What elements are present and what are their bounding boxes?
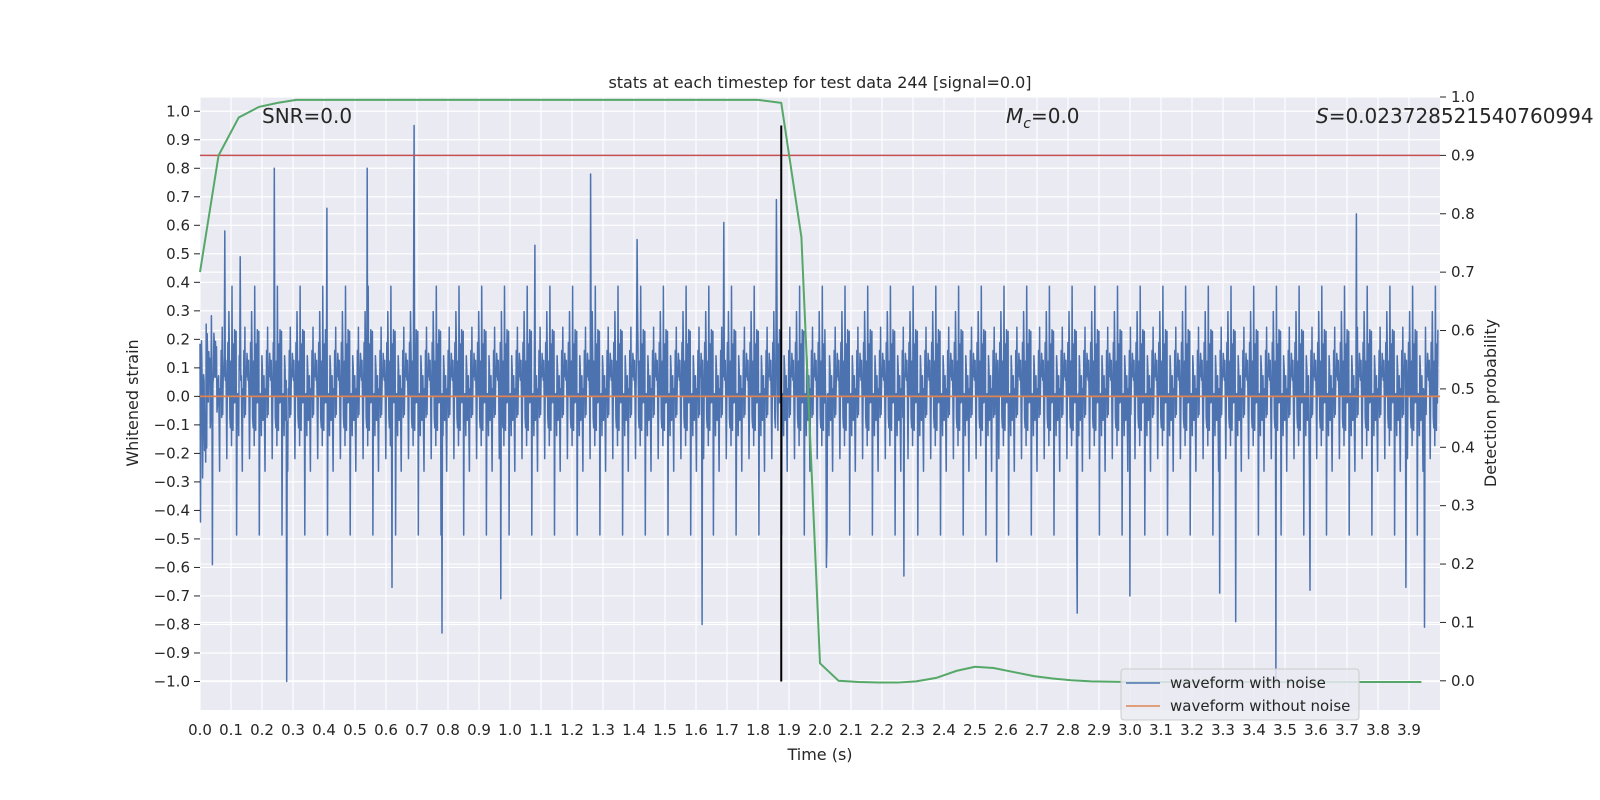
series-layer — [199, 98, 1440, 684]
x-tick-label: 0.1 — [219, 721, 243, 739]
x-tick-label: 0.0 — [188, 721, 212, 739]
y2-axis-label: Detection probability — [1481, 319, 1500, 487]
x-tick-label: 3.6 — [1304, 721, 1328, 739]
y-tick-label: −0.5 — [154, 530, 190, 548]
s-symbol: S — [1316, 104, 1329, 128]
y-tick-label: 0.8 — [166, 159, 190, 177]
s-value: =0.023728521540760994 — [1329, 104, 1594, 128]
y-tick-label: 0.9 — [166, 131, 190, 149]
y-tick-label: 0.1 — [166, 359, 190, 377]
y-tick-label: −0.1 — [154, 416, 190, 434]
y2-tick-label: 0.9 — [1451, 146, 1475, 164]
y2-tick-label: 0.3 — [1451, 497, 1475, 515]
s-annotation: S=0.023728521540760994 — [1316, 104, 1594, 128]
x-tick-label: 2.7 — [1025, 721, 1049, 739]
x-tick-label: 2.2 — [870, 721, 894, 739]
x-tick-label: 3.4 — [1242, 721, 1266, 739]
y-tick-label: −0.9 — [154, 644, 190, 662]
x-tick-label: 1.1 — [529, 721, 553, 739]
mc-value: =0.0 — [1031, 104, 1080, 128]
y-tick-label: 0.3 — [166, 302, 190, 320]
y-tick-label: −0.6 — [154, 558, 190, 576]
x-tick-label: 0.2 — [250, 721, 274, 739]
y-tick-label: 0.7 — [166, 188, 190, 206]
legend-box — [1120, 668, 1360, 721]
x-tick-label: 2.0 — [808, 721, 832, 739]
x-tick-label: 0.9 — [467, 721, 491, 739]
x-tick-label: 3.2 — [1180, 721, 1204, 739]
y2-tick-label: 0.7 — [1451, 263, 1475, 281]
x-axis-label: Time (s) — [786, 745, 852, 764]
y2-tick-label: 0.1 — [1451, 613, 1475, 631]
x-tick-label: 3.7 — [1335, 721, 1359, 739]
y-tick-label: 0.4 — [166, 273, 190, 291]
y-tick-label: −1.0 — [154, 672, 190, 690]
text-layer: stats at each timestep for test data 244… — [123, 73, 1594, 764]
snr-annotation: SNR=0.0 — [262, 104, 352, 128]
y2-tick-label: 0.6 — [1451, 322, 1475, 340]
x-tick-label: 3.3 — [1211, 721, 1235, 739]
y-axis-label: Whitened strain — [123, 339, 142, 466]
y-tick-label: −0.4 — [154, 501, 190, 519]
y-tick-label: −0.8 — [154, 615, 190, 633]
chart-title: stats at each timestep for test data 244… — [608, 73, 1031, 92]
x-tick-label: 1.3 — [591, 721, 615, 739]
x-tick-label: 2.1 — [839, 721, 863, 739]
x-tick-label: 1.7 — [715, 721, 739, 739]
x-tick-label: 2.4 — [932, 721, 956, 739]
x-tick-label: 1.2 — [560, 721, 584, 739]
y-tick-label: 1.0 — [166, 102, 190, 120]
x-tick-label: 3.9 — [1397, 721, 1421, 739]
x-tick-label: 2.9 — [1087, 721, 1111, 739]
mc-subscript: c — [1023, 116, 1031, 132]
y-tick-label: 0.6 — [166, 216, 190, 234]
legend-label-clean: waveform without noise — [1170, 697, 1350, 715]
y2-tick-label: 1.0 — [1451, 88, 1475, 106]
x-tick-label: 0.5 — [343, 721, 367, 739]
x-tick-label: 3.0 — [1118, 721, 1142, 739]
x-tick-label: 2.8 — [1056, 721, 1080, 739]
x-tick-label: 0.8 — [436, 721, 460, 739]
legend: waveform with noise waveform without noi… — [1120, 668, 1360, 721]
y2-tick-label: 0.8 — [1451, 205, 1475, 223]
x-tick-label: 2.6 — [994, 721, 1018, 739]
x-tick-label: 1.4 — [622, 721, 646, 739]
y-tick-label: −0.3 — [154, 473, 190, 491]
x-tick-label: 1.5 — [653, 721, 677, 739]
x-tick-label: 2.3 — [901, 721, 925, 739]
x-tick-label: 0.3 — [281, 721, 305, 739]
mc-symbol: M — [1006, 104, 1023, 128]
y-tick-label: 0.2 — [166, 330, 190, 348]
x-tick-label: 0.4 — [312, 721, 336, 739]
x-tick-label: 3.1 — [1149, 721, 1173, 739]
x-tick-label: 0.7 — [405, 721, 429, 739]
x-tick-label: 2.5 — [963, 721, 987, 739]
mc-annotation: Mc=0.0 — [1006, 104, 1080, 132]
series-detection-probability — [199, 98, 1422, 684]
y2-tick-label: 0.0 — [1451, 672, 1475, 690]
x-tick-label: 0.6 — [374, 721, 398, 739]
y-tick-label: 0.5 — [166, 245, 190, 263]
x-tick-label: 3.8 — [1366, 721, 1390, 739]
x-tick-label: 1.9 — [777, 721, 801, 739]
y-tick-label: −0.2 — [154, 444, 190, 462]
x-tick-label: 1.6 — [684, 721, 708, 739]
x-tick-label: 3.5 — [1273, 721, 1297, 739]
y2-tick-label: 0.4 — [1451, 438, 1475, 456]
tick-labels: 0.0 0.1 0.2 0.3 0.4 0.5 0.6 0.7 0.8 0.9 1.0 1.1 1.2 1… — [154, 88, 1475, 739]
x-tick-label: 1.8 — [746, 721, 770, 739]
y2-tick-label: 0.5 — [1451, 380, 1475, 398]
series-waveform-with-noise — [199, 124, 1439, 683]
y-tick-label: −0.7 — [154, 587, 190, 605]
y-tick-label: 0.0 — [166, 387, 190, 405]
y2-tick-label: 0.2 — [1451, 555, 1475, 573]
x-tick-label: 1.0 — [498, 721, 522, 739]
legend-label-noise: waveform with noise — [1170, 674, 1326, 692]
